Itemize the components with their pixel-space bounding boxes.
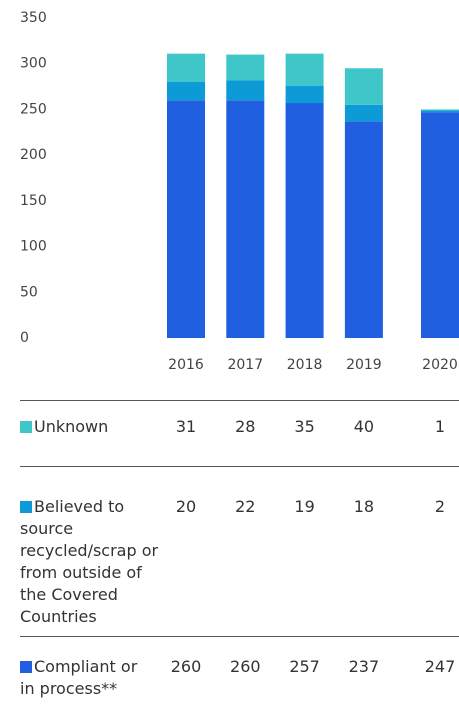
- bar-segment: [226, 80, 265, 101]
- x-tick-label: 2016: [168, 357, 204, 373]
- bar-segment: [167, 53, 205, 82]
- x-tick-label: 2020: [422, 357, 458, 373]
- table-rule: [20, 466, 459, 467]
- table-value: 35: [294, 417, 315, 436]
- table-value: 28: [235, 417, 256, 436]
- legend-label: Compliant or in process**: [20, 656, 150, 700]
- table-value: 260: [170, 657, 202, 676]
- y-tick-label: 300: [20, 56, 47, 72]
- legend-swatch: [20, 661, 32, 673]
- legend-text: Believed to source recycled/scrap or fro…: [20, 497, 159, 626]
- bar-segment: [226, 100, 265, 339]
- legend-text: Compliant or in process**: [20, 657, 138, 698]
- bar-segment: [285, 53, 324, 86]
- bar-segment: [344, 68, 383, 105]
- table-rule: [20, 636, 459, 637]
- table-value: 260: [230, 657, 261, 676]
- legend-swatch: [20, 421, 32, 433]
- bar-segment: [421, 112, 459, 339]
- bar-segment: [344, 121, 383, 338]
- x-tick-label: 2019: [346, 357, 382, 373]
- table-value: 19: [294, 497, 315, 516]
- y-tick-label: 0: [20, 330, 29, 346]
- table-value: 20: [175, 497, 197, 516]
- table-value: 247: [424, 657, 456, 676]
- bar-segment: [421, 109, 459, 111]
- table-value: 257: [289, 657, 320, 676]
- chart: 0 50 100 150 200 250 300 350 2016 2017 2018 2019 202…: [20, 10, 459, 373]
- x-tick-label: 2017: [227, 357, 263, 373]
- table-value: 18: [353, 497, 375, 516]
- bar-segment: [167, 82, 205, 101]
- y-tick-label: 50: [20, 284, 38, 300]
- table-value: 22: [235, 497, 256, 516]
- legend-label: Unknown: [20, 416, 220, 438]
- y-tick-label: 200: [20, 147, 47, 163]
- y-tick-label: 150: [20, 193, 47, 209]
- y-tick-label: 100: [20, 239, 47, 255]
- bar-segment: [421, 110, 459, 113]
- table-value: 1: [434, 417, 446, 436]
- bar-segment: [285, 103, 324, 339]
- bar-segment: [285, 85, 324, 104]
- x-tick-label: 2018: [287, 357, 323, 373]
- legend-swatch: [20, 501, 32, 513]
- bar-segment: [167, 100, 205, 339]
- table-value: 40: [353, 417, 375, 436]
- table-value: 2: [434, 497, 446, 516]
- legend-text: Unknown: [34, 417, 109, 436]
- legend-label: Believed to source recycled/scrap or fro…: [20, 496, 170, 628]
- bar-segment: [226, 54, 265, 81]
- bar-segment: [344, 104, 383, 122]
- y-tick-label: 350: [20, 10, 47, 26]
- y-tick-label: 250: [20, 101, 47, 117]
- table-value: 237: [348, 657, 380, 676]
- table-rule: [20, 400, 459, 401]
- table-value: 31: [175, 417, 197, 436]
